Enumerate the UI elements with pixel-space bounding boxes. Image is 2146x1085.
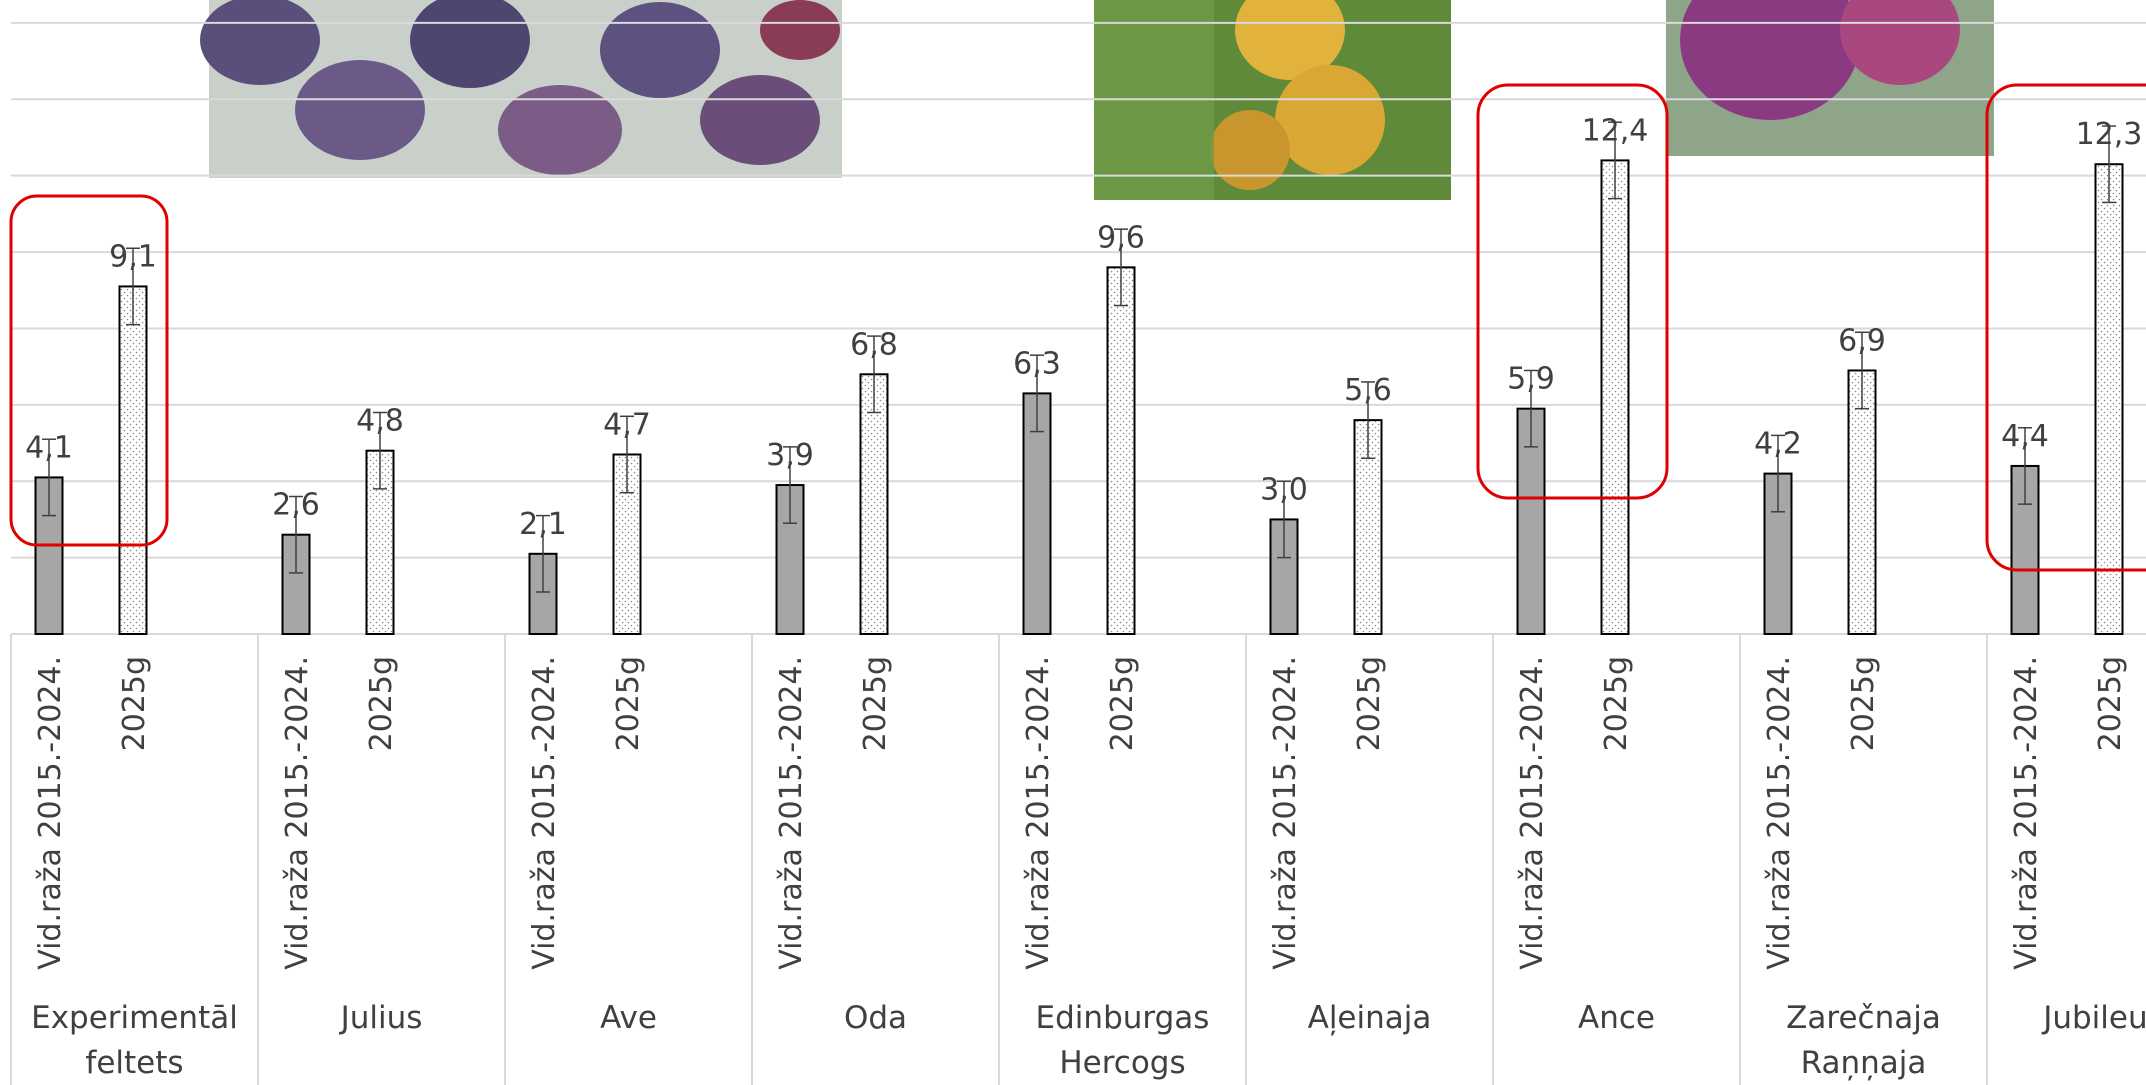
bar: [1022, 392, 1052, 635]
grid: [10, 21, 2146, 1085]
x-tick-label: Vid.raža 2015.-2024.: [2009, 656, 2044, 970]
category-label: Zarečnaja Raņņaja: [1786, 1000, 1941, 1081]
x-tick-label: 2025g: [364, 656, 399, 751]
x-tick-label: Vid.raža 2015.-2024.: [1021, 656, 1056, 970]
marks: 4,1 Vid.raža 2015.-2024. 2,6 Vid.raža 2015.…: [25, 113, 2142, 969]
x-tick-label: 2025g: [117, 656, 152, 751]
data-label: 6,9: [1838, 323, 1886, 358]
data-label: 6,3: [1013, 346, 1061, 381]
data-label: 4,8: [356, 404, 404, 439]
data-label: 9,1: [109, 239, 157, 274]
x-tick-label: 2025g: [1599, 656, 1634, 751]
category-label: Experimentāl feltets: [31, 1000, 238, 1081]
x-tick-label: 2025g: [1846, 656, 1881, 751]
bar: [859, 373, 889, 635]
highlight-box: [9, 194, 169, 547]
bar: [1106, 266, 1136, 635]
category-label: Oda: [843, 1000, 908, 1036]
x-tick-label: Vid.raža 2015.-2024.: [1515, 656, 1550, 970]
category-label: Aļeinaja: [1307, 1000, 1432, 1036]
data-label: 3,9: [766, 438, 814, 473]
data-label: 2,1: [519, 507, 567, 542]
data-label: 4,1: [25, 430, 73, 465]
data-label: 6,8: [850, 327, 898, 362]
category-label: Julius: [340, 1000, 423, 1036]
highlights: [9, 83, 2146, 572]
x-tick-label: 2025g: [1352, 656, 1387, 751]
x-tick-label: Vid.raža 2015.-2024.: [280, 656, 315, 970]
category-label: Ave: [600, 1000, 657, 1036]
x-tick-label: Vid.raža 2015.-2024.: [527, 656, 562, 970]
data-label: 5,6: [1344, 373, 1392, 408]
photo-plums-blue: [200, 0, 842, 178]
x-tick-label: Vid.raža 2015.-2024.: [1762, 656, 1797, 970]
data-label: 12,3: [2076, 117, 2143, 152]
x-tick-label: Vid.raža 2015.-2024.: [33, 656, 68, 970]
data-label: 2,6: [272, 488, 320, 523]
bar: [2094, 163, 2124, 635]
x-tick-label: Vid.raža 2015.-2024.: [774, 656, 809, 970]
highlight-box: [1985, 83, 2146, 572]
x-tick-label: 2025g: [2093, 656, 2128, 751]
x-tick-label: 2025g: [611, 656, 646, 751]
category-label: Ance: [1578, 1000, 1655, 1036]
bar: [1847, 369, 1877, 635]
data-label: 9,6: [1097, 220, 1145, 255]
bar: [528, 552, 558, 635]
photo-plums-red: [1666, 0, 1994, 156]
data-label: 12,4: [1582, 113, 1649, 148]
x-tick-label: 2025g: [1105, 656, 1140, 751]
bar: [1600, 159, 1630, 635]
data-label: 5,9: [1507, 362, 1555, 397]
highlight-box: [1476, 83, 1669, 500]
category-label: Jubileum: [2043, 1000, 2146, 1036]
x-tick-label: Vid.raža 2015.-2024.: [1268, 656, 1303, 970]
data-label: 4,2: [1754, 427, 1802, 462]
data-label: 4,4: [2001, 419, 2049, 454]
category-label: Edinburgas Hercogs: [1035, 1000, 1210, 1081]
bar: [118, 285, 148, 635]
x-tick-label: 2025g: [858, 656, 893, 751]
data-label: 3,0: [1260, 472, 1308, 507]
photos: [200, 0, 1994, 200]
data-label: 4,7: [603, 407, 651, 442]
